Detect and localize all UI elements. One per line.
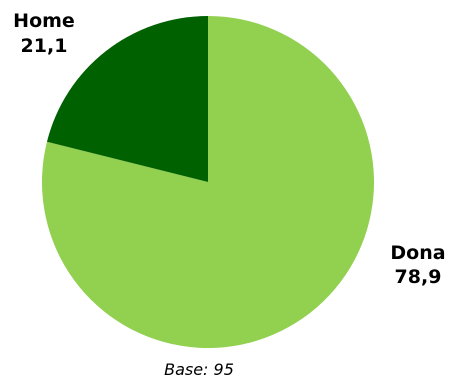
pie-slice-dona bbox=[41, 16, 374, 348]
home-label: Home bbox=[13, 10, 75, 32]
base-note: Base: 95 bbox=[164, 360, 234, 377]
dona-value: 78,9 bbox=[395, 266, 442, 288]
dona-label: Dona bbox=[390, 242, 445, 264]
pie-slices bbox=[41, 16, 374, 348]
home-value: 21,1 bbox=[21, 35, 68, 57]
pie-slice-home bbox=[46, 16, 208, 182]
